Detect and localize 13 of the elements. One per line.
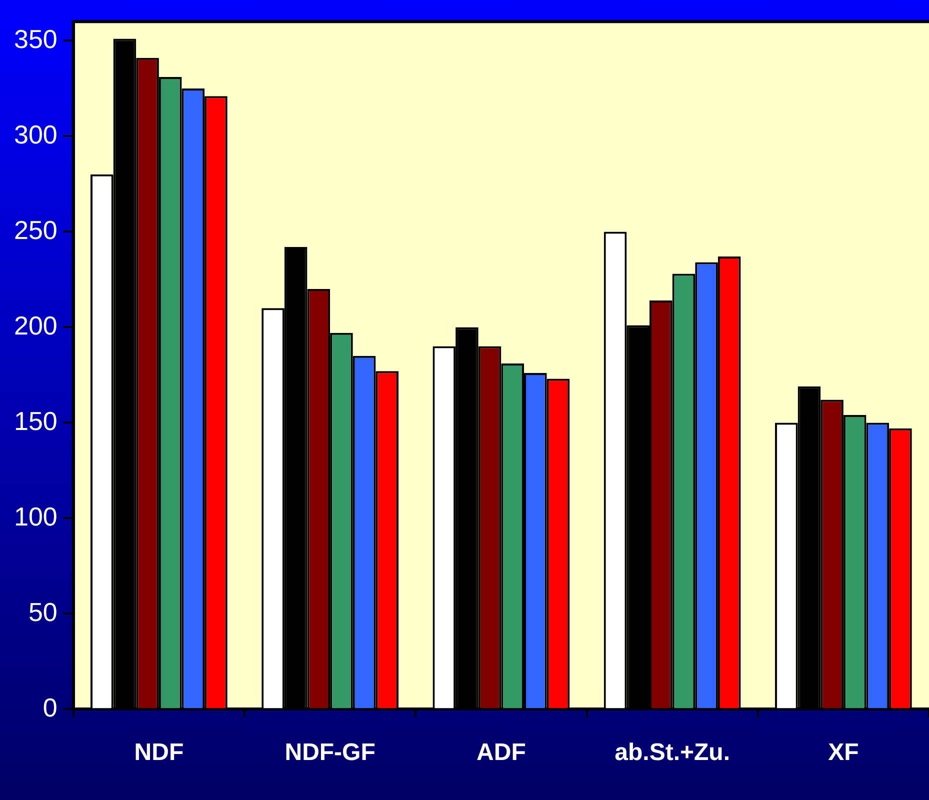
y-tick-label: 350 [14, 24, 58, 54]
y-tick-label: 250 [14, 214, 58, 245]
x-tick-label: ab.St.+Zu. [614, 739, 730, 766]
y-tick-label: 100 [14, 501, 58, 532]
x-tick-label: ADF [476, 739, 526, 766]
y-tick-label: 300 [14, 119, 58, 150]
y-tick-label: 200 [14, 310, 58, 340]
y-tick-label: 150 [14, 406, 58, 436]
x-tick-label: XF [828, 739, 859, 766]
x-tick-label: NDF-GF [284, 739, 376, 766]
y-tick-label: 50 [28, 596, 58, 627]
y-tick-label: 0 [42, 692, 58, 722]
x-tick-label: NDF [134, 739, 184, 766]
